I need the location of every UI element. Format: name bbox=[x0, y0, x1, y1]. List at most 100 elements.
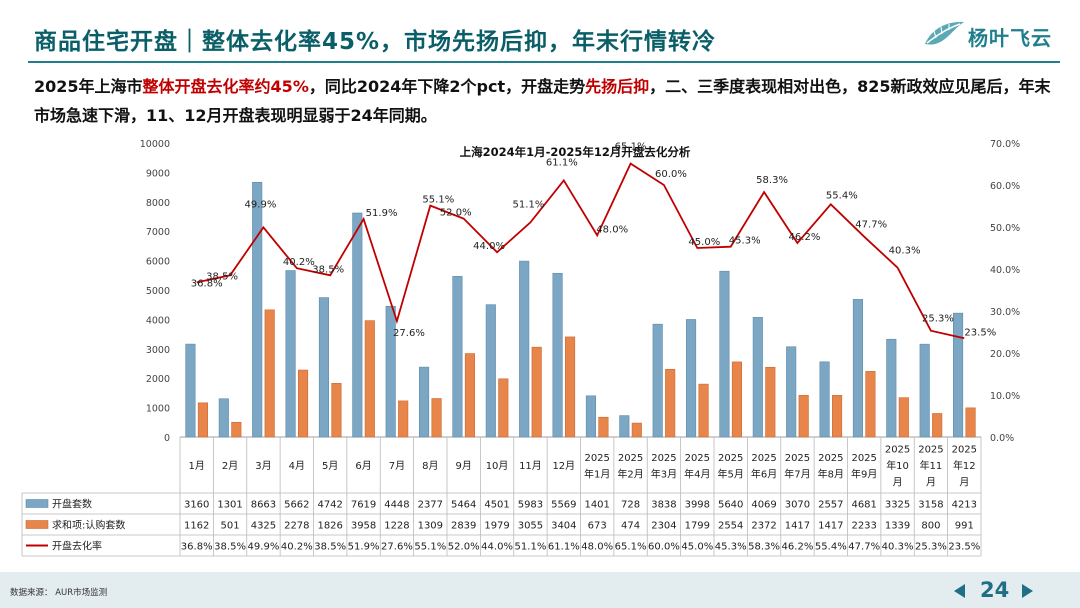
bar-open-units bbox=[686, 319, 697, 438]
table-value: 4448 bbox=[384, 500, 409, 511]
category-label: 7月 bbox=[389, 460, 405, 472]
bar-open-units bbox=[385, 305, 396, 438]
triangle-left-icon[interactable] bbox=[954, 584, 965, 598]
bar-subscribed-units bbox=[464, 353, 475, 438]
table-value: 4213 bbox=[952, 500, 977, 511]
table-value: 1339 bbox=[885, 521, 910, 532]
table-value: 61.1% bbox=[548, 542, 580, 553]
category-label: 年9月 bbox=[851, 467, 877, 480]
logo-text: 杨叶飞云 bbox=[968, 26, 1052, 50]
rate-data-label: 36.8% bbox=[191, 278, 223, 289]
category-label: 1月 bbox=[189, 460, 205, 472]
header-divider bbox=[28, 61, 1060, 63]
table-value: 3404 bbox=[551, 521, 576, 532]
rate-data-label: 61.1% bbox=[546, 157, 578, 168]
y-left-tick-label: 5000 bbox=[146, 286, 170, 297]
bar-open-units bbox=[485, 304, 496, 438]
category-label: 年3月 bbox=[651, 467, 677, 480]
bar-subscribed-units bbox=[798, 395, 809, 438]
rate-data-label: 60.0% bbox=[655, 169, 687, 180]
chart-title: 上海2024年1月-2025年12月开盘去化分析 bbox=[460, 145, 691, 159]
bar-subscribed-units bbox=[731, 361, 742, 438]
table-value: 5983 bbox=[518, 500, 543, 511]
rate-data-label: 45.3% bbox=[729, 236, 761, 247]
category-label: 2025 bbox=[584, 453, 609, 464]
bar-subscribed-units bbox=[331, 383, 342, 438]
table-value: 58.3% bbox=[748, 542, 780, 553]
table-value: 2557 bbox=[818, 500, 843, 511]
table-value: 4501 bbox=[484, 500, 509, 511]
table-value: 5464 bbox=[451, 500, 476, 511]
category-label: 2025 bbox=[885, 445, 910, 456]
bar-subscribed-units bbox=[498, 378, 509, 438]
table-value: 2278 bbox=[284, 521, 309, 532]
legend-swatch bbox=[25, 499, 49, 508]
rate-data-label: 38.5% bbox=[312, 264, 344, 275]
table-value: 2304 bbox=[651, 521, 676, 532]
table-value: 8663 bbox=[251, 500, 276, 511]
category-label: 年1月 bbox=[584, 467, 610, 480]
rate-data-label: 58.3% bbox=[756, 175, 788, 186]
category-label: 2025 bbox=[718, 453, 743, 464]
category-label: 年7月 bbox=[784, 467, 810, 480]
bar-subscribed-units bbox=[832, 395, 843, 438]
table-value: 46.2% bbox=[782, 542, 814, 553]
table-value: 1979 bbox=[484, 521, 509, 532]
rate-data-label: 51.9% bbox=[366, 208, 398, 219]
rate-data-label: 27.6% bbox=[393, 328, 425, 339]
table-value: 55.4% bbox=[815, 542, 847, 553]
slide-footer: 数据来源： AUR市场监测 24 bbox=[0, 572, 1080, 608]
table-value: 3070 bbox=[785, 500, 810, 511]
table-value: 60.0% bbox=[648, 542, 680, 553]
category-label: 3月 bbox=[255, 460, 271, 472]
rate-data-label: 47.7% bbox=[855, 220, 887, 231]
table-value: 38.5% bbox=[314, 542, 346, 553]
summary-part-1: 2025年上海市 bbox=[34, 77, 143, 96]
bar-subscribed-units bbox=[298, 369, 309, 438]
table-value: 40.2% bbox=[281, 542, 313, 553]
rate-data-label: 45.0% bbox=[688, 237, 720, 248]
table-value: 5662 bbox=[284, 500, 309, 511]
y-left-tick-label: 8000 bbox=[146, 198, 170, 209]
category-label: 年4月 bbox=[684, 467, 710, 480]
table-value: 1799 bbox=[685, 521, 710, 532]
table-value: 673 bbox=[588, 521, 607, 532]
table-value: 52.0% bbox=[448, 542, 480, 553]
category-label: 2025 bbox=[851, 453, 876, 464]
table-value: 55.1% bbox=[414, 542, 446, 553]
category-label: 2025 bbox=[918, 445, 943, 456]
table-value: 47.7% bbox=[848, 542, 880, 553]
rate-data-label: 44.0% bbox=[473, 241, 505, 252]
bar-open-units bbox=[719, 270, 730, 438]
category-label: 2025 bbox=[751, 453, 776, 464]
table-value: 800 bbox=[921, 521, 940, 532]
triangle-right-icon[interactable] bbox=[1022, 584, 1033, 598]
table-value: 474 bbox=[621, 521, 640, 532]
bar-subscribed-units bbox=[531, 346, 542, 438]
category-label: 2025 bbox=[785, 453, 810, 464]
y-left-tick-label: 10000 bbox=[140, 139, 170, 150]
table-value: 48.0% bbox=[581, 542, 613, 553]
rate-data-label: 65.1% bbox=[615, 142, 647, 153]
rate-data-label: 48.0% bbox=[596, 224, 628, 235]
table-value: 4069 bbox=[751, 500, 776, 511]
rate-line bbox=[196, 162, 965, 340]
legend-label: 开盘去化率 bbox=[52, 540, 102, 553]
bar-open-units bbox=[786, 346, 797, 438]
category-label: 11月 bbox=[519, 460, 542, 472]
bar-subscribed-units bbox=[865, 371, 876, 438]
page-title: 商品住宅开盘｜整体去化率45%，市场先扬后抑，年末行情转冷 bbox=[34, 29, 717, 55]
summary-part-3: ，同比2024年下降2个pct，开盘走势 bbox=[308, 77, 586, 96]
bar-subscribed-units bbox=[197, 402, 208, 438]
rate-data-label: 25.3% bbox=[922, 314, 954, 325]
bar-open-units bbox=[886, 338, 897, 438]
y-right-tick-label: 60.0% bbox=[990, 181, 1020, 192]
table-value: 2233 bbox=[851, 521, 876, 532]
y-left-tick-label: 9000 bbox=[146, 168, 170, 179]
category-label: 10月 bbox=[486, 460, 509, 472]
bar-open-units bbox=[652, 323, 663, 438]
y-right-tick-label: 70.0% bbox=[990, 139, 1020, 150]
category-label: 9月 bbox=[456, 460, 472, 472]
category-label: 8月 bbox=[422, 460, 438, 472]
summary-text: 2025年上海市整体开盘去化率约45%，同比2024年下降2个pct，开盘走势先… bbox=[34, 72, 1054, 130]
